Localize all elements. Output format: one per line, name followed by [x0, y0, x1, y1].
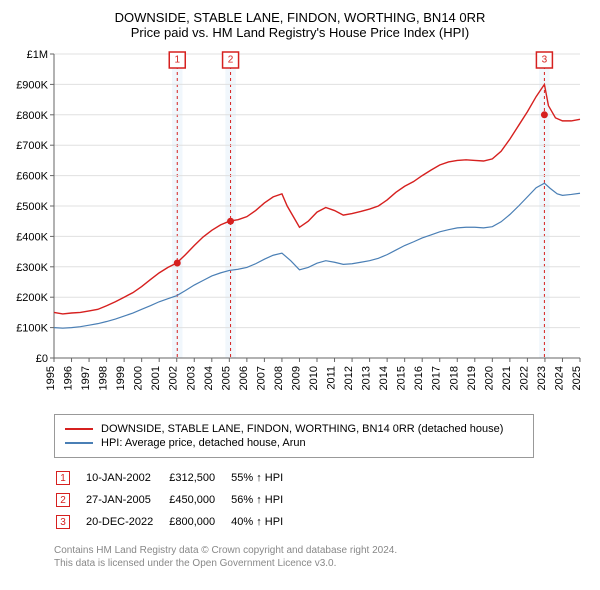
ytick-label: £1M: [27, 49, 48, 61]
xtick-label: 2009: [290, 366, 302, 390]
chart-title-line2: Price paid vs. HM Land Registry's House …: [10, 25, 590, 40]
footer-line1: Contains HM Land Registry data © Crown c…: [54, 544, 590, 557]
legend: DOWNSIDE, STABLE LANE, FINDON, WORTHING,…: [54, 414, 534, 458]
xtick-label: 2024: [553, 366, 565, 390]
sale-marker-inline: 3: [56, 515, 70, 529]
xtick-label: 2018: [448, 366, 460, 390]
xtick-label: 2000: [133, 366, 145, 390]
legend-swatch: [65, 428, 93, 430]
sale-price: £312,500: [169, 468, 229, 488]
sale-delta: 40% ↑ HPI: [231, 512, 297, 532]
sale-marker-number: 1: [174, 55, 180, 66]
xtick-label: 2005: [220, 366, 232, 390]
xtick-label: 1995: [45, 366, 57, 390]
xtick-label: 2019: [466, 366, 478, 390]
ytick-label: £300K: [16, 262, 48, 274]
ytick-label: £100K: [16, 323, 48, 335]
legend-row: DOWNSIDE, STABLE LANE, FINDON, WORTHING,…: [65, 423, 523, 435]
sale-price: £800,000: [169, 512, 229, 532]
sale-date: 27-JAN-2005: [86, 490, 167, 510]
xtick-label: 2015: [396, 366, 408, 390]
xtick-label: 2008: [273, 366, 285, 390]
footer-line2: This data is licensed under the Open Gov…: [54, 557, 590, 570]
ytick-label: £400K: [16, 231, 48, 243]
sale-point: [174, 260, 181, 267]
legend-swatch: [65, 442, 93, 444]
xtick-label: 2014: [378, 366, 390, 390]
sale-date: 20-DEC-2022: [86, 512, 167, 532]
ytick-label: £600K: [16, 171, 48, 183]
xtick-label: 2020: [483, 366, 495, 390]
xtick-label: 2001: [150, 366, 162, 390]
sales-table: 1 10-JAN-2002£312,50055% ↑ HPI 2 27-JAN-200…: [54, 466, 299, 534]
ytick-label: £800K: [16, 110, 48, 122]
sale-delta: 56% ↑ HPI: [231, 490, 297, 510]
sale-marker-number: 2: [228, 55, 234, 66]
xtick-label: 2011: [326, 366, 338, 390]
sale-marker-inline: 1: [56, 471, 70, 485]
table-row: 3 20-DEC-2022£800,00040% ↑ HPI: [56, 512, 297, 532]
ytick-label: £900K: [16, 79, 48, 91]
footer: Contains HM Land Registry data © Crown c…: [54, 544, 590, 570]
xtick-label: 2022: [518, 366, 530, 390]
legend-label: HPI: Average price, detached house, Arun: [101, 437, 306, 449]
table-row: 2 27-JAN-2005£450,00056% ↑ HPI: [56, 490, 297, 510]
sale-point: [227, 218, 234, 225]
xtick-label: 2010: [308, 366, 320, 390]
sale-marker-number: 3: [542, 55, 548, 66]
xtick-label: 2012: [343, 366, 355, 390]
ytick-label: £500K: [16, 201, 48, 213]
sale-marker-inline: 2: [56, 493, 70, 507]
ytick-label: £0: [36, 353, 48, 365]
xtick-label: 1996: [63, 366, 75, 390]
xtick-label: 2023: [536, 366, 548, 390]
xtick-label: 1998: [98, 366, 110, 390]
ytick-label: £200K: [16, 292, 48, 304]
xtick-label: 2006: [238, 366, 250, 390]
sale-date: 10-JAN-2002: [86, 468, 167, 488]
xtick-label: 2025: [571, 366, 583, 390]
chart-svg: £0 £100K £200K £300K £400K £500K £600K £700K £80…: [10, 48, 590, 408]
xtick-label: 2017: [431, 366, 443, 390]
xtick-label: 1997: [80, 366, 92, 390]
xtick-label: 2013: [361, 366, 373, 390]
legend-label: DOWNSIDE, STABLE LANE, FINDON, WORTHING,…: [101, 423, 503, 435]
xtick-label: 2003: [185, 366, 197, 390]
sale-delta: 55% ↑ HPI: [231, 468, 297, 488]
ytick-label: £700K: [16, 140, 48, 152]
xtick-label: 2021: [501, 366, 513, 390]
sale-price: £450,000: [169, 490, 229, 510]
xtick-label: 2016: [413, 366, 425, 390]
chart-title-line1: DOWNSIDE, STABLE LANE, FINDON, WORTHING,…: [10, 10, 590, 25]
chart-area: £0 £100K £200K £300K £400K £500K £600K £700K £80…: [10, 48, 590, 408]
xtick-label: 1999: [115, 366, 127, 390]
legend-row: HPI: Average price, detached house, Arun: [65, 437, 523, 449]
sale-point: [541, 111, 548, 118]
table-row: 1 10-JAN-2002£312,50055% ↑ HPI: [56, 468, 297, 488]
xtick-label: 2002: [168, 366, 180, 390]
xtick-label: 2004: [203, 366, 215, 390]
xtick-label: 2007: [255, 366, 267, 390]
